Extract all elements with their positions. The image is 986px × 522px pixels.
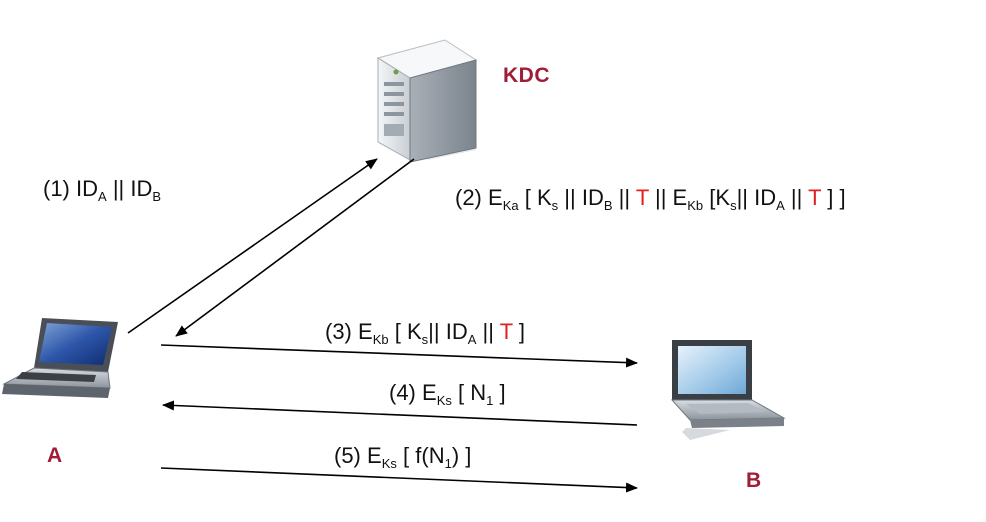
message-5: (5) EKs [ f(N1) ] [334, 443, 472, 471]
message-2: (2) EKa [ Ks || IDB || T || EKb [Ks|| ID… [455, 185, 846, 213]
b-label: B [746, 469, 762, 492]
message-4: (4) EKs [ N1 ] [389, 380, 506, 408]
message-3: (3) EKb [ Ks|| IDA || T ] [325, 319, 525, 347]
laptop-icon [670, 340, 786, 440]
laptop-icon [2, 318, 118, 398]
arrow-1-a-to-kdc [127, 158, 378, 334]
arrow-2-kdc-to-a [175, 158, 415, 337]
arrow-4-b-to-a [162, 400, 638, 426]
arrow-3-a-to-b [160, 344, 638, 368]
message-1: (1) IDA || IDB [43, 176, 162, 204]
server-tower-icon [376, 39, 478, 163]
arrow-5-a-to-b [160, 467, 638, 493]
a-label: A [47, 444, 63, 467]
kdc-label: KDC [503, 64, 550, 87]
